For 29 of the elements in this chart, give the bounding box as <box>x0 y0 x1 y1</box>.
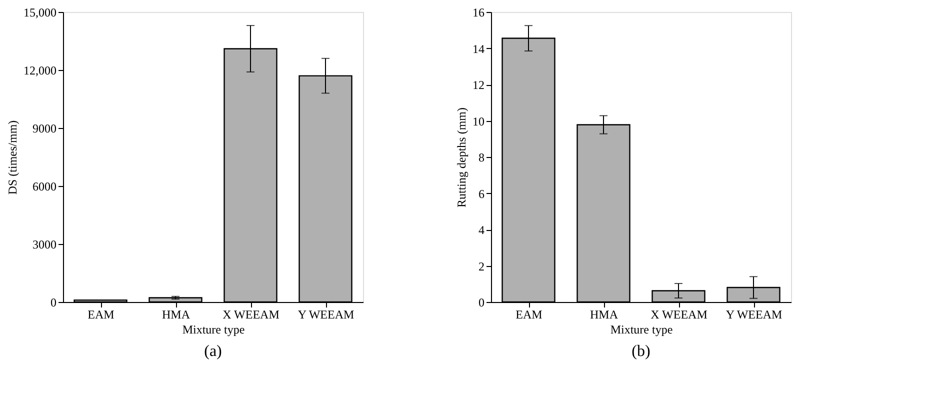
x-tick-label: EAM <box>516 308 543 322</box>
y-tick-label: 8 <box>478 150 484 164</box>
y-tick-label: 4 <box>478 223 484 237</box>
y-tick-label: 15,000 <box>24 6 56 20</box>
x-tick-label: X WEEAM <box>222 308 280 322</box>
y-axis-title: DS (times/mm) <box>6 120 20 195</box>
y-tick-label: 6000 <box>32 180 56 194</box>
y-axis-title: Rutting depths (mm) <box>454 108 468 208</box>
x-axis-title: Mixture type <box>182 322 245 336</box>
y-tick-label: 12 <box>472 78 484 92</box>
text: (a) <box>204 343 222 360</box>
y-tick-label: 12,000 <box>24 64 56 78</box>
y-tick-label: 10 <box>472 114 484 128</box>
y-tick-label: 3000 <box>32 238 56 252</box>
text: (b) <box>632 343 650 360</box>
y-tick-label: 2 <box>478 259 484 274</box>
x-tick-label: HMA <box>162 308 190 322</box>
y-tick-label: 0 <box>50 296 56 310</box>
x-tick-label: HMA <box>590 308 618 322</box>
y-tick-label: 9000 <box>32 122 56 136</box>
y-tick-label: 16 <box>472 6 484 20</box>
x-tick-label: Y WEEAM <box>298 308 354 322</box>
x-tick-label: X WEEAM <box>650 308 708 322</box>
y-tick-label: 0 <box>478 296 484 310</box>
y-tick-label: 6 <box>478 186 484 201</box>
x-axis-title: Mixture type <box>610 322 673 336</box>
x-tick-label: Y WEEAM <box>726 308 782 322</box>
y-tick-label: 14 <box>472 42 484 56</box>
x-tick-label: EAM <box>88 308 115 322</box>
